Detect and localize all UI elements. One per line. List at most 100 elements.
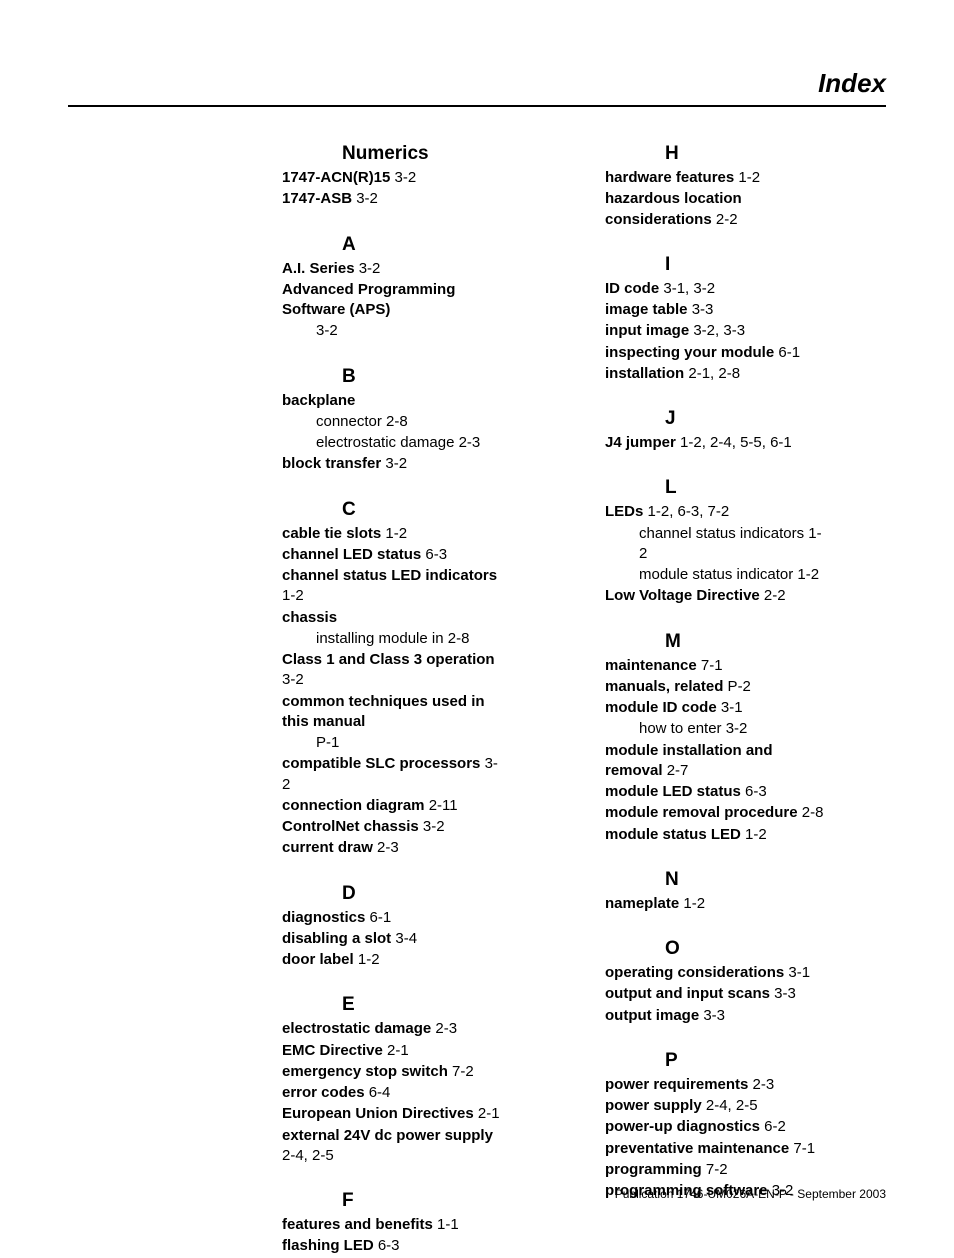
- index-refs: 1-2: [381, 525, 407, 542]
- section-heading-o: O: [605, 938, 826, 960]
- index-refs: 3-3: [688, 301, 714, 318]
- index-column-left: Numerics 1747-ACN(R)15 3-2 1747-ASB 3-2 …: [68, 143, 511, 1258]
- index-entry: ID code 3-1, 3-2: [605, 279, 826, 299]
- index-entry: flashing LED 6-3: [282, 1236, 503, 1256]
- index-entry: common techniques used in this manual: [282, 692, 503, 733]
- index-refs: 6-3: [741, 783, 767, 800]
- index-refs: 2-7: [663, 762, 689, 779]
- section-heading-l: L: [605, 477, 826, 499]
- index-term: operating considerations: [605, 964, 784, 981]
- index-term: chassis: [282, 609, 337, 626]
- index-refs: 2-3: [373, 839, 399, 856]
- index-refs: 6-4: [365, 1084, 391, 1101]
- index-refs: 1-1: [433, 1216, 459, 1233]
- index-term: module ID code: [605, 699, 717, 716]
- index-refs: 3-2, 3-3: [689, 322, 745, 339]
- index-term: module removal procedure: [605, 804, 798, 821]
- index-term: inspecting your module: [605, 344, 774, 361]
- index-entry: hardware features 1-2: [605, 168, 826, 188]
- index-entry: module ID code 3-1: [605, 698, 826, 718]
- index-refs: 7-2: [702, 1161, 728, 1178]
- index-entry: module status LED 1-2: [605, 825, 826, 845]
- index-refs: 3-1, 3-2: [659, 280, 715, 297]
- index-entry: Class 1 and Class 3 operation 3-2: [282, 650, 503, 691]
- index-refs: 3-2: [352, 190, 378, 207]
- index-term: error codes: [282, 1084, 365, 1101]
- index-entry: installation 2-1, 2-8: [605, 364, 826, 384]
- section-heading-m: M: [605, 631, 826, 653]
- page-title: Index: [68, 68, 886, 107]
- index-term: 1747-ASB: [282, 190, 352, 207]
- index-entry: 1747-ACN(R)15 3-2: [282, 168, 503, 188]
- index-refs: 6-2: [760, 1118, 786, 1135]
- index-refs: 2-2: [760, 587, 786, 604]
- index-refs: 1-2: [734, 169, 760, 186]
- index-term: flashing LED: [282, 1237, 374, 1254]
- index-term: 1747-ACN(R)15: [282, 169, 390, 186]
- index-refs: 1-2, 6-3, 7-2: [643, 503, 729, 520]
- index-refs: 2-1, 2-8: [684, 365, 740, 382]
- index-term: channel LED status: [282, 546, 421, 563]
- index-refs: 2-8: [798, 804, 824, 821]
- index-term: A.I. Series: [282, 260, 355, 277]
- index-entry: Low Voltage Directive 2-2: [605, 586, 826, 606]
- index-term: Class 1 and Class 3 operation: [282, 651, 495, 668]
- index-entry: error codes 6-4: [282, 1083, 503, 1103]
- index-refs: 3-4: [391, 930, 417, 947]
- index-term: current draw: [282, 839, 373, 856]
- index-term: common techniques used in this manual: [282, 693, 485, 730]
- index-term: diagnostics: [282, 909, 365, 926]
- index-refs: 6-1: [774, 344, 800, 361]
- index-refs: 1-2: [282, 587, 304, 604]
- index-term: Low Voltage Directive: [605, 587, 760, 604]
- index-entry: channel LED status 6-3: [282, 545, 503, 565]
- index-term: manuals, related: [605, 678, 723, 695]
- index-refs: 3-2: [390, 169, 416, 186]
- index-refs: 3-2: [381, 455, 407, 472]
- index-column-right: H hardware features 1-2 hazardous locati…: [511, 143, 886, 1258]
- index-entry: power-up diagnostics 6-2: [605, 1117, 826, 1137]
- index-term: external 24V dc power supply: [282, 1127, 493, 1144]
- index-entry: diagnostics 6-1: [282, 908, 503, 928]
- index-entry: chassis: [282, 608, 503, 628]
- section-heading-b: B: [282, 366, 503, 388]
- index-entry: output and input scans 3-3: [605, 984, 826, 1004]
- index-refs: 6-1: [365, 909, 391, 926]
- index-term: compatible SLC processors: [282, 755, 480, 772]
- index-entry: inspecting your module 6-1: [605, 343, 826, 363]
- index-term: module LED status: [605, 783, 741, 800]
- index-refs: 3-1: [784, 964, 810, 981]
- index-refs: 2-11: [425, 797, 458, 814]
- section-heading-d: D: [282, 883, 503, 905]
- index-entry: J4 jumper 1-2, 2-4, 5-5, 6-1: [605, 433, 826, 453]
- index-refs: 2-2: [712, 211, 738, 228]
- index-term: backplane: [282, 392, 355, 409]
- index-refs: 1-2: [679, 895, 705, 912]
- index-subentry: installing module in 2-8: [282, 629, 503, 649]
- index-entry: operating considerations 3-1: [605, 963, 826, 983]
- section-heading-n: N: [605, 869, 826, 891]
- index-entry: preventative maintenance 7-1: [605, 1139, 826, 1159]
- section-heading-p: P: [605, 1050, 826, 1072]
- index-term: ControlNet chassis: [282, 818, 419, 835]
- index-entry: channel status LED indicators 1-2: [282, 566, 503, 607]
- index-entry: connection diagram 2-11: [282, 796, 503, 816]
- index-entry: output image 3-3: [605, 1006, 826, 1026]
- index-entry: compatible SLC processors 3-2: [282, 754, 503, 795]
- index-term: module installation and removal: [605, 742, 773, 779]
- index-entry: features and benefits 1-1: [282, 1215, 503, 1235]
- index-subentry: 3-2: [282, 321, 503, 341]
- index-entry: nameplate 1-2: [605, 894, 826, 914]
- index-term: ID code: [605, 280, 659, 297]
- index-term: input image: [605, 322, 689, 339]
- index-term: features and benefits: [282, 1216, 433, 1233]
- index-entry: maintenance 7-1: [605, 656, 826, 676]
- index-entry: disabling a slot 3-4: [282, 929, 503, 949]
- index-entry: A.I. Series 3-2: [282, 259, 503, 279]
- index-term: preventative maintenance: [605, 1140, 789, 1157]
- index-entry: ControlNet chassis 3-2: [282, 817, 503, 837]
- index-refs: 3-3: [770, 985, 796, 1002]
- index-refs: 7-1: [789, 1140, 815, 1157]
- index-refs: 3-2: [282, 671, 304, 688]
- index-term: output image: [605, 1007, 699, 1024]
